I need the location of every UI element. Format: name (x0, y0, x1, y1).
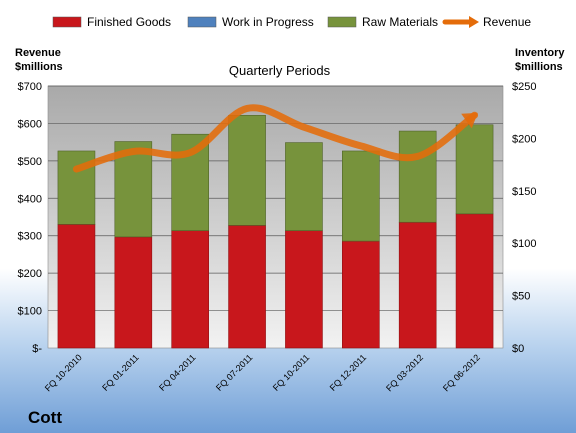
company-name: Cott (28, 408, 62, 427)
legend-label: Raw Materials (362, 15, 438, 29)
category-label: FQ 01-2011 (100, 352, 141, 393)
bar-raw-materials (398, 130, 437, 223)
left-tick-label: $700 (18, 81, 42, 93)
category-label: FQ 10-2010 (43, 352, 84, 393)
bar-finished-goods (57, 224, 96, 349)
legend-label: Finished Goods (87, 15, 171, 29)
revenue-arrow-head (461, 112, 478, 129)
bar-raw-materials (342, 150, 380, 242)
category-label: FQ 07-2011 (214, 352, 255, 393)
legend-swatch-revenue-arrow (469, 16, 479, 28)
legend-label: Revenue (483, 15, 531, 29)
bar-raw-materials (285, 142, 323, 231)
right-tick-label: $100 (512, 238, 536, 250)
right-tick-label: $0 (512, 343, 524, 355)
bar-finished-goods (398, 221, 437, 349)
bar-finished-goods (455, 213, 494, 349)
left-tick-label: $300 (18, 231, 42, 243)
left-tick-label: $400 (18, 193, 42, 205)
right-tick-label: $50 (512, 291, 530, 303)
left-tick-label: $100 (18, 306, 42, 318)
left-tick-label: $200 (18, 268, 42, 280)
bar-raw-materials (228, 115, 266, 226)
legend-swatch (187, 16, 217, 28)
right-tick-label: $200 (512, 133, 536, 145)
bar-finished-goods (228, 225, 266, 349)
legend-swatch (52, 16, 82, 28)
bar-finished-goods (171, 230, 209, 349)
revenue-line (72, 104, 479, 173)
bar-raw-materials (455, 124, 494, 215)
right-axis-label: Inventory (515, 47, 565, 59)
legend-label: Work in Progress (222, 15, 314, 29)
category-label: FQ 04-2011 (157, 352, 198, 393)
category-label: FQ 10-2011 (271, 352, 312, 393)
chart-title: Quarterly Periods (229, 63, 331, 78)
category-label: FQ 12-2011 (328, 352, 369, 393)
left-axis-label: $millions (15, 61, 63, 73)
bar-finished-goods (285, 230, 323, 349)
left-tick-label: $600 (18, 118, 42, 130)
category-label: FQ 06-2012 (441, 352, 482, 393)
right-tick-label: $150 (512, 186, 536, 198)
category-label: FQ 03-2012 (384, 352, 425, 393)
right-axis-label: $millions (515, 61, 563, 73)
left-axis-label: Revenue (15, 47, 61, 59)
bar-finished-goods (114, 236, 153, 349)
left-tick-label: $500 (18, 156, 42, 168)
right-tick-label: $250 (512, 81, 536, 93)
legend-swatch (327, 16, 357, 28)
left-tick-label: $- (32, 343, 42, 355)
bar-finished-goods (342, 240, 380, 349)
